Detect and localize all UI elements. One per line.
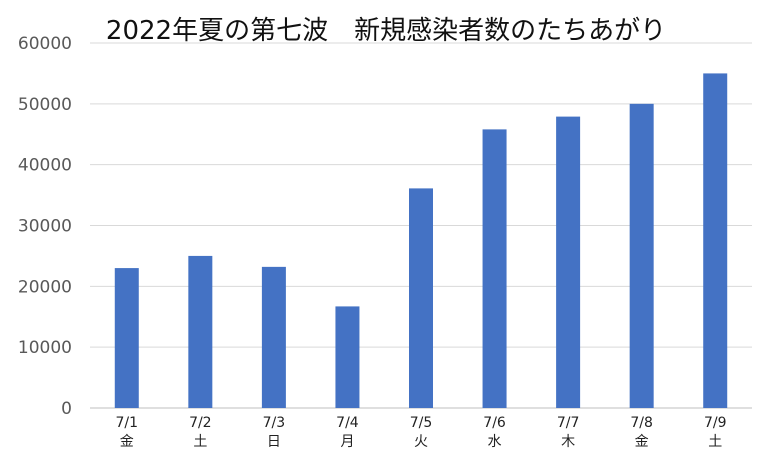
x-tick-weekday-label: 水 (488, 434, 502, 450)
bar (188, 255, 213, 408)
x-tick-label: 7/7 (557, 415, 580, 431)
y-tick-label: 40000 (18, 156, 72, 176)
x-tick-weekday-label: 木 (561, 434, 575, 450)
y-tick-label: 50000 (18, 95, 72, 115)
bar (409, 188, 433, 408)
bar (261, 266, 286, 408)
x-tick-weekday-label: 金 (635, 434, 649, 450)
x-tick-label: 7/5 (410, 415, 433, 431)
x-tick-label: 7/9 (704, 415, 727, 431)
y-tick-label: 20000 (18, 277, 72, 297)
y-tick-label: 60000 (18, 34, 72, 54)
bar (114, 268, 139, 408)
bar (629, 103, 654, 408)
bar (703, 73, 728, 409)
y-tick-label: 0 (61, 399, 72, 419)
x-tick-label: 7/3 (263, 415, 286, 431)
x-tick-weekday-label: 土 (193, 434, 207, 450)
y-tick-label: 10000 (18, 338, 72, 358)
bar (556, 116, 581, 408)
x-tick-label: 7/4 (336, 415, 359, 431)
chart-title: 2022年夏の第七波 新規感染者数のたちあがり (105, 16, 667, 46)
bar (482, 129, 507, 408)
x-tick-weekday-label: 火 (414, 434, 428, 450)
x-tick-weekday-label: 金 (120, 434, 134, 450)
y-tick-label: 30000 (18, 217, 72, 237)
x-tick-label: 7/8 (630, 415, 653, 431)
x-tick-label: 7/2 (189, 415, 212, 431)
x-tick-label: 7/6 (483, 415, 506, 431)
x-tick-weekday-label: 土 (708, 434, 722, 450)
x-tick-weekday-label: 月 (340, 434, 354, 450)
x-tick-label: 7/1 (116, 415, 139, 431)
bar (335, 306, 360, 408)
x-tick-weekday-label: 日 (267, 434, 281, 450)
